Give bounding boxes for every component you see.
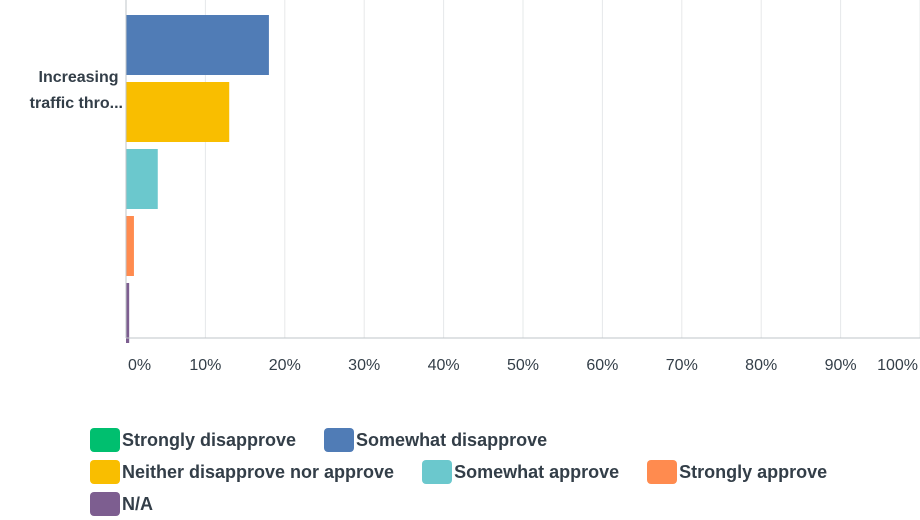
legend-label: Somewhat approve xyxy=(454,461,620,482)
bar-strongly-approve[interactable] xyxy=(126,216,134,276)
legend-row: N/A xyxy=(90,488,910,520)
x-tick-label: 40% xyxy=(428,357,460,374)
legend-label: Neither disapprove nor approve xyxy=(122,461,395,482)
legend-label: Strongly disapprove xyxy=(122,429,297,450)
legend-row: Strongly disapprove Somewhat disapprove xyxy=(90,424,910,456)
x-tick-label: 80% xyxy=(745,357,777,374)
x-tick-label: 90% xyxy=(825,357,857,374)
legend-item-strongly-disapprove[interactable]: Strongly disapprove xyxy=(90,428,296,452)
legend-item-na[interactable]: N/A xyxy=(90,492,153,516)
bar-somewhat-disapprove[interactable] xyxy=(126,15,269,75)
legend-swatch xyxy=(90,492,120,516)
x-tick-label: 50% xyxy=(507,357,539,374)
category-label-line-1: Increasing xyxy=(39,69,119,86)
legend-swatch xyxy=(422,460,453,484)
x-tick-labels: 0% 10% 20% 30% 40% 50% 60% 70% 80% 90% 100% xyxy=(128,357,918,374)
bar-chart: 0% 10% 20% 30% 40% 50% 60% 70% 80% 90% 100% Increa… xyxy=(30,0,920,374)
legend-swatch xyxy=(90,428,120,452)
x-tick-label: 100% xyxy=(877,357,918,374)
gridlines xyxy=(204,0,920,338)
bar-somewhat-approve[interactable] xyxy=(126,149,158,209)
bar-neither-disapprove-nor-approve[interactable] xyxy=(126,82,230,142)
legend-item-somewhat-disapprove[interactable]: Somewhat disapprove xyxy=(324,428,547,452)
legend: Strongly disapprove Somewhat disapprove … xyxy=(90,424,910,520)
x-tick-label: 20% xyxy=(269,357,301,374)
x-tick-label: 70% xyxy=(666,357,698,374)
legend-label: Somewhat disapprove xyxy=(356,429,548,450)
bar-n-a[interactable] xyxy=(126,283,130,343)
x-tick-label: 60% xyxy=(586,357,618,374)
legend-swatch xyxy=(324,428,355,452)
category-label: Increasing traffic thro... xyxy=(30,69,123,112)
legend-item-somewhat-approve[interactable]: Somewhat approve xyxy=(422,460,619,484)
x-tick-label: 30% xyxy=(348,357,380,374)
legend-row: Neither disapprove nor approve Somewhat … xyxy=(90,456,910,488)
category-label-line-2: traffic thro... xyxy=(30,95,123,112)
x-tick-label: 10% xyxy=(189,357,221,374)
legend-swatch xyxy=(647,460,678,484)
legend-item-strongly-approve[interactable]: Strongly approve xyxy=(647,460,827,484)
legend-label: N/A xyxy=(122,493,153,514)
legend-label: Strongly approve xyxy=(679,461,828,482)
legend-swatch xyxy=(90,460,120,484)
legend-item-neither[interactable]: Neither disapprove nor approve xyxy=(90,460,394,484)
bars xyxy=(126,15,269,343)
x-tick-label: 0% xyxy=(128,357,151,374)
